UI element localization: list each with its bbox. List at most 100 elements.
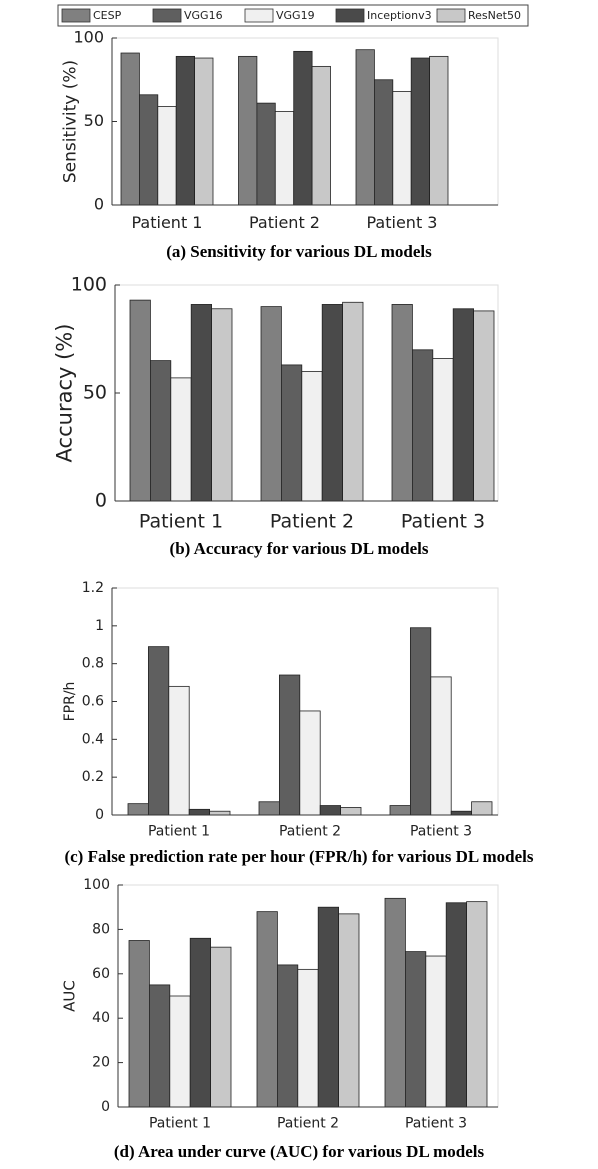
legend-label: ResNet50	[468, 9, 521, 22]
y-tick-label: 40	[92, 1010, 110, 1026]
y-axis-label: Accuracy (%)	[53, 324, 77, 463]
bar	[211, 308, 233, 502]
bar	[260, 306, 282, 502]
legend-swatch	[152, 8, 182, 23]
bar	[321, 304, 344, 502]
bar	[210, 946, 232, 1108]
x-tick-label: Patient 1	[149, 1116, 211, 1132]
y-tick-label: 100	[83, 877, 110, 893]
bar	[168, 685, 190, 816]
bar	[188, 808, 210, 816]
bar	[127, 803, 149, 816]
legend-label: VGG16	[184, 9, 223, 22]
caption: (d) Area under curve (AUC) for various D…	[114, 1142, 485, 1161]
x-tick-label: Patient 3	[405, 1116, 467, 1132]
y-tick-label: 0.4	[82, 731, 104, 747]
bar	[175, 55, 195, 206]
x-tick-label: Patient 3	[367, 213, 438, 232]
bar	[425, 955, 447, 1108]
bar	[149, 360, 172, 502]
bar	[157, 106, 177, 206]
y-tick-label: 0.2	[82, 769, 104, 785]
y-tick-label: 80	[92, 921, 110, 937]
bar	[138, 94, 159, 206]
bar	[452, 308, 475, 502]
y-tick-label: 60	[92, 966, 110, 982]
bar	[297, 968, 319, 1108]
y-tick-label: 0	[94, 195, 104, 214]
legend-label: CESP	[93, 9, 122, 22]
bar	[209, 810, 231, 816]
caption: (c) False prediction rate per hour (FPR/…	[64, 847, 533, 866]
bar	[293, 50, 313, 206]
caption: (a) Sensitivity for various DL models	[166, 242, 432, 261]
bar	[256, 102, 276, 206]
y-tick-label: 100	[71, 274, 107, 296]
bar	[238, 55, 258, 206]
bar	[430, 676, 452, 816]
bar	[129, 299, 151, 502]
bar	[319, 805, 342, 816]
x-tick-label: Patient 1	[132, 213, 203, 232]
bar	[301, 370, 323, 502]
y-axis-label: FPR/h	[62, 682, 78, 722]
legend-swatch	[436, 8, 466, 23]
bar	[410, 57, 431, 206]
bar	[280, 364, 303, 502]
bar	[373, 79, 394, 206]
y-tick-label: 0.8	[82, 656, 104, 672]
bar	[384, 897, 406, 1108]
bar	[391, 304, 413, 502]
y-tick-label: 1	[95, 618, 104, 634]
bar	[194, 57, 214, 206]
y-tick-label: 100	[73, 28, 104, 47]
bar	[274, 111, 295, 206]
bar	[411, 349, 434, 502]
y-tick-label: 0	[95, 490, 107, 512]
bar	[189, 937, 211, 1108]
x-tick-label: Patient 2	[270, 511, 354, 533]
bar	[170, 377, 192, 502]
legend-swatch	[61, 8, 91, 23]
x-tick-label: Patient 2	[277, 1116, 339, 1132]
y-tick-label: 0.6	[82, 694, 104, 710]
bar	[466, 901, 488, 1108]
bar	[169, 995, 191, 1108]
bar	[120, 52, 140, 206]
x-tick-label: Patient 1	[139, 511, 223, 533]
x-tick-label: Patient 3	[410, 824, 472, 840]
bar	[148, 984, 171, 1108]
bar	[299, 710, 321, 816]
bar	[450, 810, 473, 816]
caption: (b) Accuracy for various DL models	[170, 539, 429, 558]
bar	[389, 805, 411, 816]
x-tick-label: Patient 1	[148, 824, 210, 840]
x-tick-label: Patient 2	[279, 824, 341, 840]
bar	[258, 801, 280, 816]
bar	[311, 65, 331, 206]
bar	[471, 801, 493, 816]
bar	[429, 55, 449, 206]
bar	[190, 304, 212, 502]
legend-label: Inceptionv3	[367, 9, 432, 22]
y-tick-label: 20	[92, 1055, 110, 1071]
y-axis-label: Sensitivity (%)	[60, 60, 80, 183]
bar	[256, 911, 278, 1108]
y-tick-label: 1.2	[82, 580, 104, 596]
legend-swatch	[335, 8, 365, 23]
bar	[355, 49, 375, 206]
y-tick-label: 50	[83, 382, 107, 404]
y-tick-label: 50	[84, 111, 104, 130]
x-tick-label: Patient 2	[249, 213, 320, 232]
y-tick-label: 0	[95, 807, 104, 823]
bar	[278, 674, 301, 816]
legend-swatch	[244, 8, 274, 23]
bar	[128, 940, 150, 1108]
x-tick-label: Patient 3	[401, 511, 485, 533]
bar	[392, 91, 412, 206]
bar	[338, 913, 360, 1108]
y-tick-label: 0	[101, 1099, 110, 1115]
bar	[409, 627, 432, 816]
bar	[317, 906, 340, 1108]
